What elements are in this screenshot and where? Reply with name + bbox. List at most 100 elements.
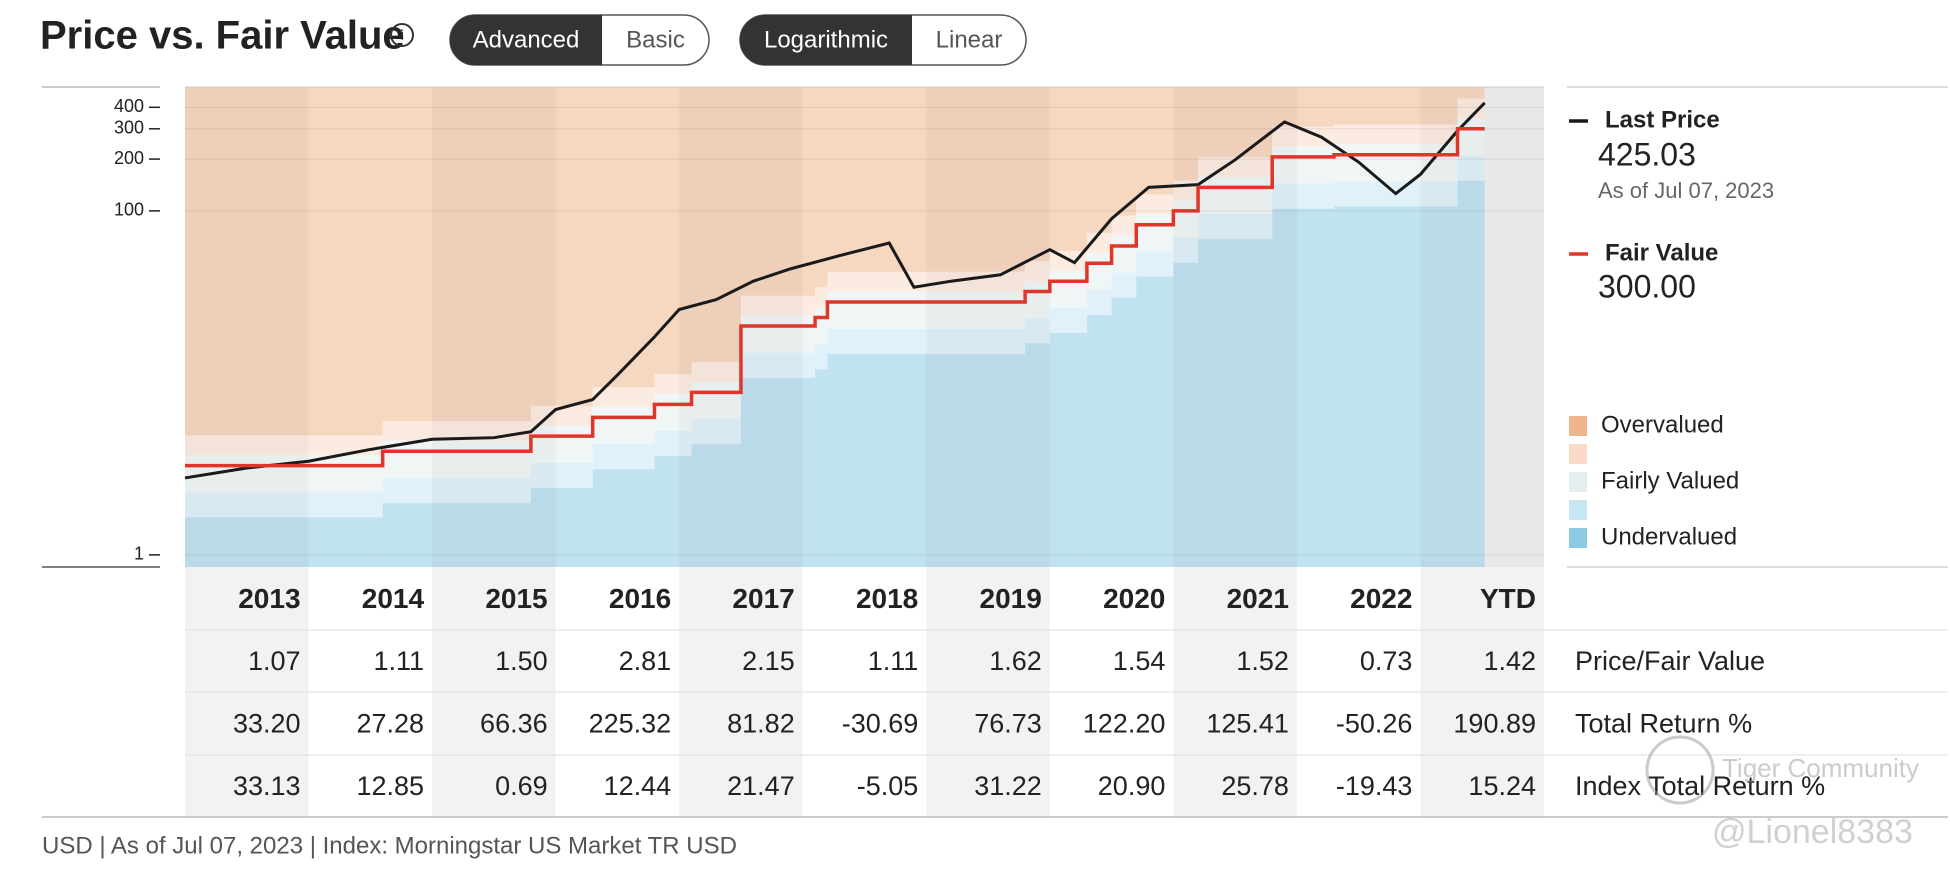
y-tick-label: 1 — [134, 544, 144, 564]
table-cell: 21.47 — [727, 771, 795, 801]
column-header: 2021 — [1227, 583, 1289, 614]
valuation-label: Fairly Valued — [1601, 467, 1739, 494]
valuation-band — [1333, 144, 1458, 182]
valuation-band — [1198, 176, 1273, 214]
valuation-band — [1173, 237, 1199, 263]
valuation-band — [1272, 183, 1334, 209]
table-cell: 0.73 — [1360, 646, 1413, 676]
valuation-band — [1272, 208, 1334, 567]
valuation-band — [1173, 200, 1199, 238]
table-cell: 225.32 — [589, 709, 672, 739]
valuation-band — [1272, 87, 1334, 127]
valuation-band — [691, 444, 741, 567]
table-cell: -30.69 — [842, 709, 919, 739]
table-cell: 76.73 — [974, 709, 1042, 739]
table-cell: 1.07 — [248, 646, 301, 676]
valuation-band — [740, 295, 816, 316]
valuation-band — [382, 440, 531, 478]
valuation-band — [592, 469, 655, 567]
valuation-band — [1136, 87, 1174, 195]
valuation-band — [1086, 252, 1112, 290]
column-header: 2013 — [238, 583, 300, 614]
valuation-band — [740, 377, 816, 567]
valuation-band — [1111, 87, 1137, 216]
valuation-band — [185, 517, 383, 567]
table-cell: 2.15 — [742, 646, 795, 676]
toggle-option[interactable]: Logarithmic — [764, 26, 888, 53]
valuation-band — [1025, 281, 1050, 319]
valuation-band — [1136, 276, 1174, 567]
valuation-band — [827, 87, 1026, 272]
valuation-band — [1457, 87, 1485, 99]
column-header: 2016 — [609, 583, 671, 614]
footer: USD | As of Jul 07, 2023 | Index: Mornin… — [42, 832, 737, 859]
valuation-band — [530, 425, 593, 463]
valuation-swatch — [1569, 472, 1587, 492]
table-cell: -19.43 — [1336, 771, 1413, 801]
table-cell: 12.85 — [357, 771, 425, 801]
legend-label: Fair Value — [1605, 239, 1718, 266]
y-tick-label: 100 — [114, 200, 144, 220]
valuation-band — [1025, 87, 1050, 262]
valuation-band — [815, 369, 828, 567]
valuation-band — [815, 287, 828, 308]
valuation-band — [382, 503, 531, 567]
chart-title: Price vs. Fair Value — [40, 14, 405, 58]
valuation-band — [1136, 214, 1174, 252]
valuation-band — [592, 406, 655, 445]
watermark-logo — [1645, 735, 1715, 805]
table-cell: 31.22 — [974, 771, 1042, 801]
valuation-band — [1086, 289, 1112, 316]
table-cell: 125.41 — [1206, 709, 1289, 739]
column-header: 2019 — [980, 583, 1042, 614]
column-header: 2014 — [362, 583, 425, 614]
table-cell: -50.26 — [1336, 709, 1413, 739]
valuation-band — [815, 307, 828, 345]
table-cell: 25.78 — [1221, 771, 1289, 801]
valuation-band — [382, 477, 531, 504]
valuation-band — [1086, 87, 1112, 233]
valuation-band — [185, 492, 383, 518]
valuation-band — [1049, 270, 1087, 308]
table-cell: 81.82 — [727, 709, 795, 739]
valuation-band — [815, 344, 828, 370]
table-cell: 66.36 — [480, 709, 548, 739]
legend-value: 425.03 — [1598, 136, 1696, 172]
valuation-band — [592, 387, 655, 407]
valuation-label: Undervalued — [1601, 523, 1737, 550]
valuation-band — [185, 87, 383, 436]
column-header: 2017 — [732, 583, 794, 614]
valuation-band — [740, 87, 816, 296]
table-cell: -5.05 — [857, 771, 919, 801]
toggle-active[interactable] — [740, 15, 912, 65]
valuation-band — [1198, 87, 1273, 158]
info-icon[interactable]: i — [390, 23, 414, 47]
valuation-band — [1457, 155, 1485, 181]
toggle-active[interactable] — [450, 15, 602, 65]
valuation-band — [1333, 87, 1458, 125]
table-cell: 12.44 — [604, 771, 672, 801]
column-header: YTD — [1480, 583, 1536, 614]
valuation-swatch — [1569, 500, 1587, 520]
price-line — [184, 101, 1486, 480]
table-cell: 2.81 — [619, 646, 672, 676]
valuation-band — [1111, 235, 1137, 273]
valuation-band — [815, 87, 828, 288]
row-label: Price/Fair Value — [1575, 646, 1765, 676]
legend-value: 300.00 — [1598, 268, 1696, 304]
valuation-band — [654, 374, 692, 394]
table-cell: 1.52 — [1236, 646, 1289, 676]
valuation-band — [691, 362, 741, 382]
toggle-option[interactable]: Linear — [936, 26, 1003, 53]
svg-text:i: i — [400, 27, 404, 43]
valuation-band — [1049, 307, 1087, 333]
toggle-option[interactable]: Advanced — [473, 26, 580, 53]
valuation-band — [691, 419, 741, 445]
table-cell: 1.11 — [868, 646, 919, 676]
table-cell: 1.11 — [374, 646, 425, 676]
toggle-option[interactable]: Basic — [626, 26, 685, 53]
table-cell: 33.20 — [233, 709, 301, 739]
column-header: 2020 — [1103, 583, 1165, 614]
table-cell: 190.89 — [1453, 709, 1536, 739]
